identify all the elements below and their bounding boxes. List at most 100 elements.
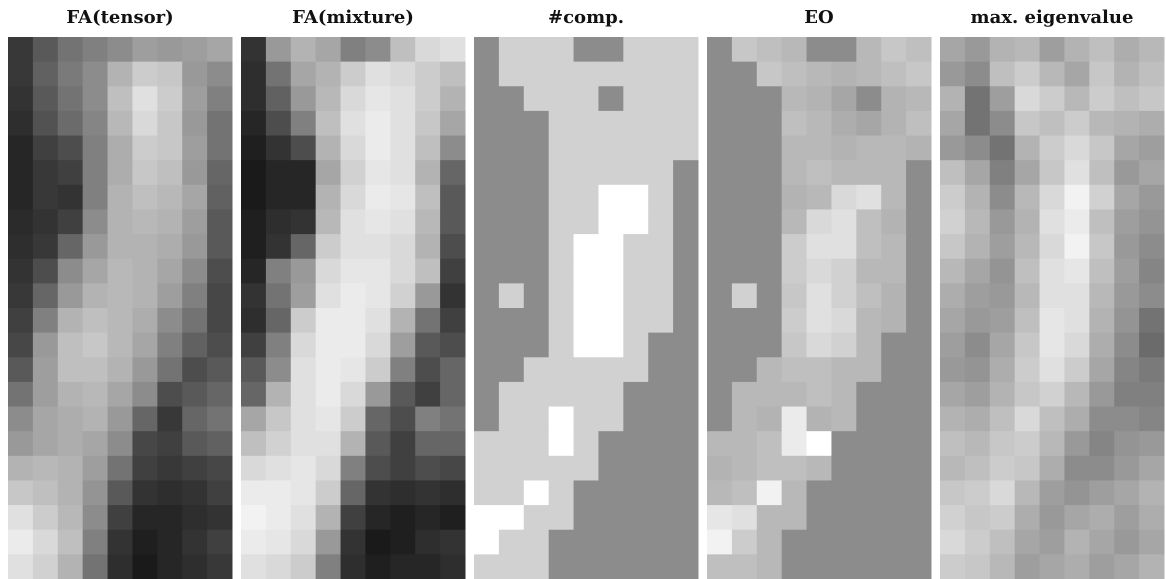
heat-cell xyxy=(623,136,648,161)
heat-cell xyxy=(390,357,415,382)
heat-cell xyxy=(1114,431,1139,456)
heat-cell xyxy=(707,308,732,333)
heat-cell xyxy=(415,505,440,530)
heat-cell xyxy=(499,554,524,579)
heat-cell xyxy=(782,185,807,210)
heat-cell xyxy=(474,234,499,259)
heat-cell xyxy=(782,259,807,284)
heat-cell xyxy=(415,480,440,505)
heat-cell xyxy=(182,333,207,358)
heat-cell xyxy=(881,333,906,358)
heat-cell xyxy=(807,407,832,432)
heat-cell xyxy=(83,554,108,579)
heat-cell xyxy=(524,357,549,382)
heat-cell xyxy=(132,530,157,555)
heat-cell xyxy=(440,234,465,259)
heat-cell xyxy=(58,259,83,284)
heat-cell xyxy=(266,209,291,234)
heat-cell xyxy=(732,357,757,382)
heat-cell xyxy=(157,111,182,136)
heat-cell xyxy=(940,382,965,407)
heat-cell xyxy=(1015,111,1040,136)
heat-cell xyxy=(732,308,757,333)
heat-cell xyxy=(182,308,207,333)
heat-cell xyxy=(474,505,499,530)
heat-cell xyxy=(1015,333,1040,358)
heat-cell xyxy=(1089,209,1114,234)
heat-cell xyxy=(83,333,108,358)
heat-cell xyxy=(266,554,291,579)
heat-cell xyxy=(524,234,549,259)
heat-cell xyxy=(673,136,698,161)
heat-cell xyxy=(291,259,316,284)
heat-cell xyxy=(549,283,574,308)
heat-cell xyxy=(1114,283,1139,308)
heat-cell xyxy=(341,283,366,308)
heat-cell xyxy=(732,259,757,284)
heat-cell xyxy=(549,37,574,62)
heat-cell xyxy=(182,407,207,432)
heat-cell xyxy=(906,234,931,259)
heat-cell xyxy=(732,86,757,111)
heat-cell xyxy=(856,333,881,358)
heat-cell xyxy=(906,554,931,579)
heat-cell xyxy=(266,283,291,308)
heat-cell xyxy=(341,530,366,555)
heat-cell xyxy=(598,480,623,505)
heat-cell xyxy=(207,111,232,136)
heat-cell xyxy=(415,407,440,432)
heat-cell xyxy=(499,283,524,308)
heat-cell xyxy=(574,505,599,530)
heat-cell xyxy=(807,37,832,62)
heat-cell xyxy=(990,333,1015,358)
heat-cell xyxy=(707,209,732,234)
heat-cell xyxy=(207,234,232,259)
heat-cell xyxy=(341,480,366,505)
heat-cell xyxy=(390,554,415,579)
heat-cell xyxy=(598,382,623,407)
heat-cell xyxy=(1015,357,1040,382)
heat-cell xyxy=(623,333,648,358)
heat-cell xyxy=(157,308,182,333)
heat-cell xyxy=(732,333,757,358)
heat-cell xyxy=(83,160,108,185)
heat-cell xyxy=(8,431,33,456)
heat-cell xyxy=(108,136,133,161)
heat-cell xyxy=(58,382,83,407)
heat-cell xyxy=(474,209,499,234)
heat-cell xyxy=(316,62,341,87)
heat-cell xyxy=(881,505,906,530)
heat-cell xyxy=(83,62,108,87)
heat-cell xyxy=(241,111,266,136)
heat-cell xyxy=(598,86,623,111)
heat-cell xyxy=(266,505,291,530)
heat-cell xyxy=(207,62,232,87)
heat-cell xyxy=(33,308,58,333)
heat-cell xyxy=(757,382,782,407)
heat-cell xyxy=(1114,357,1139,382)
heat-cell xyxy=(341,37,366,62)
heat-cell xyxy=(390,480,415,505)
heat-cell xyxy=(940,234,965,259)
heat-cell xyxy=(1064,209,1089,234)
heat-cell xyxy=(207,308,232,333)
heat-cell xyxy=(1015,86,1040,111)
heat-cell xyxy=(440,554,465,579)
heat-cell xyxy=(182,480,207,505)
heat-cell xyxy=(549,209,574,234)
heat-cell xyxy=(856,62,881,87)
heat-cell xyxy=(341,554,366,579)
heat-cell xyxy=(623,530,648,555)
panel-title: #comp. xyxy=(548,7,624,28)
heat-cell xyxy=(474,456,499,481)
heat-cell xyxy=(499,308,524,333)
heat-cell xyxy=(390,111,415,136)
heat-cell xyxy=(33,259,58,284)
heat-cell xyxy=(415,456,440,481)
heat-cell xyxy=(549,480,574,505)
heat-cell xyxy=(648,554,673,579)
heat-cell xyxy=(1015,308,1040,333)
heat-cell xyxy=(549,111,574,136)
heat-cell xyxy=(574,234,599,259)
heat-cell xyxy=(1139,185,1164,210)
